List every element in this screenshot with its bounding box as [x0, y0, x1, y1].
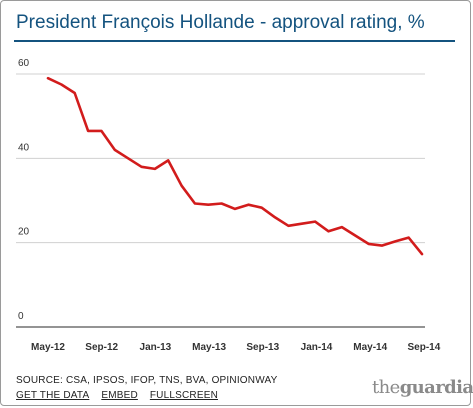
y-axis-ticks: 0 20 40 60 [18, 58, 30, 322]
logo-prefix: the [372, 377, 400, 398]
y-tick-label: 40 [18, 142, 30, 153]
logo-name: guardian [399, 377, 473, 398]
gridlines [16, 73, 425, 328]
title-underline [14, 40, 455, 42]
y-tick-label: 60 [18, 58, 30, 69]
x-tick-label: May-14 [353, 342, 387, 353]
source-note: SOURCE: CSA, IPSOS, IFOP, TNS, BVA, OPIN… [16, 375, 278, 386]
embed-link[interactable]: EMBED [101, 390, 138, 401]
x-tick-label: Jan-14 [301, 342, 333, 353]
fullscreen-link[interactable]: FULLSCREEN [149, 390, 219, 401]
x-tick-label: May-13 [192, 342, 226, 353]
x-tick-label: May-12 [31, 342, 65, 353]
y-tick-label: 20 [18, 227, 30, 238]
x-tick-label: Sep-13 [246, 342, 279, 353]
guardian-logo: theguardian [372, 377, 473, 398]
y-tick-label: 0 [18, 311, 24, 322]
chart-title: President François Hollande - approval r… [16, 12, 425, 33]
footer-links: GET THE DATA EMBED FULLSCREEN [16, 390, 227, 401]
x-tick-label: Jan-13 [140, 342, 172, 353]
x-tick-label: Sep-12 [85, 342, 118, 353]
x-axis-ticks: May-12 Sep-12 Jan-13 May-13 Sep-13 Jan-14 May-… [31, 342, 441, 353]
get-the-data-link[interactable]: GET THE DATA [16, 390, 90, 401]
x-tick-label: Sep-14 [408, 342, 441, 353]
series-line [46, 76, 424, 256]
